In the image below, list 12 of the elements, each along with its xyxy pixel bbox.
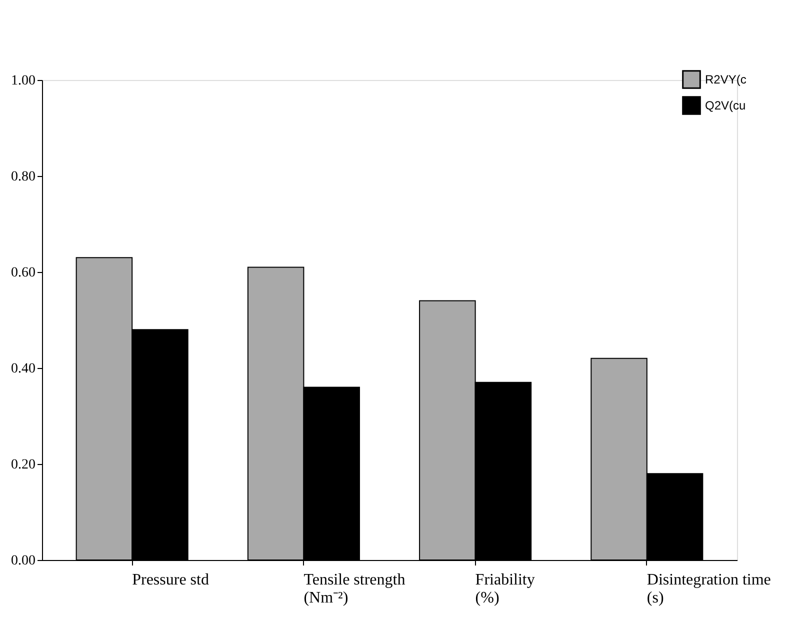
legend-label: R2VY(c (705, 72, 746, 86)
x-tick-label: Tensile strength (Nm⁻²) (304, 572, 406, 606)
y-tick-label: 0.20 (11, 458, 36, 472)
legend-label: Q2V(cu (705, 98, 746, 112)
y-tick-label: 0.60 (11, 266, 36, 280)
y-tick-label: 0.00 (11, 554, 36, 568)
x-tick-label: Friability (%) (475, 572, 535, 606)
y-tick-label: 1.00 (11, 74, 36, 88)
x-tick-label: Pressure std (132, 572, 209, 588)
y-tick-label: 0.40 (11, 362, 36, 376)
y-tick-label: 0.80 (11, 170, 36, 184)
x-tick-label: Disintegration time (s) (646, 572, 771, 606)
